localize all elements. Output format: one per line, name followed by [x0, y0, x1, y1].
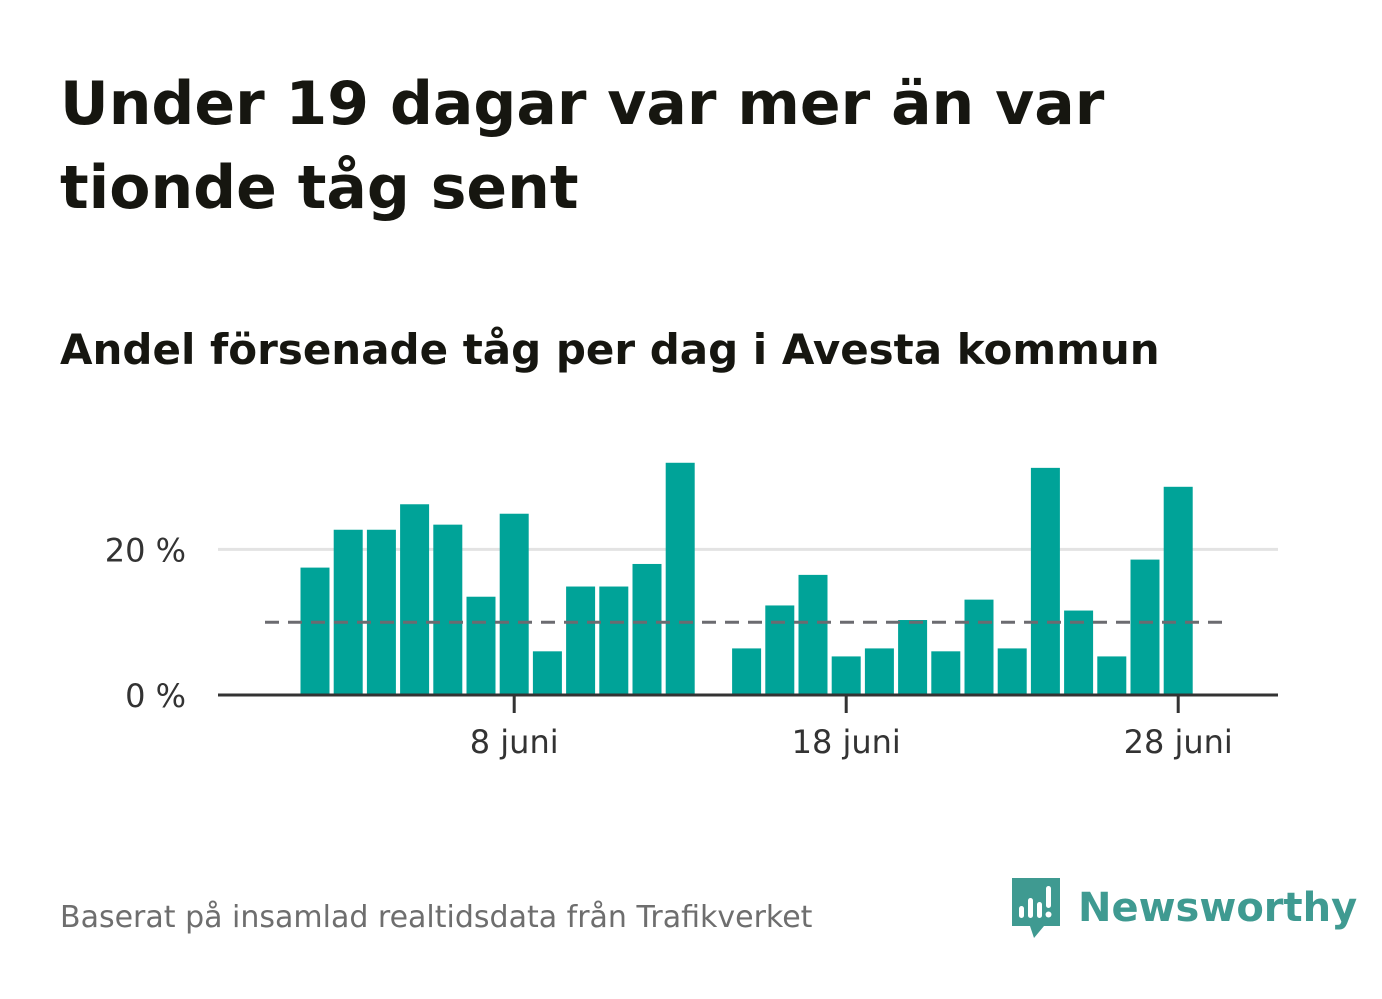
y-tick-label: 20 %: [105, 531, 186, 569]
chart-subtitle: Andel försenade tåg per dag i Avesta kom…: [60, 325, 1160, 374]
source-note: Baserat på insamlad realtidsdata från Tr…: [60, 900, 813, 935]
bar-chart: 0 % 20 % 8 juni 18 juni 28 juni: [105, 462, 1278, 761]
bars: [300, 462, 1193, 695]
x-tick-label: 8 juni: [470, 723, 559, 761]
bar-19-juni: [864, 648, 894, 695]
bar-8-juni: [499, 513, 529, 695]
bar-15-juni: [732, 648, 762, 695]
y-tick-label: 0 %: [125, 677, 186, 715]
bar-2-juni: [300, 567, 330, 695]
bar-25-juni: [1064, 610, 1094, 695]
bar-23-juni: [997, 648, 1027, 695]
bar-18-juni: [831, 656, 861, 695]
bar-12-juni: [632, 563, 662, 695]
bar-5-juni: [400, 504, 430, 695]
newsworthy-logo: Newsworthy: [1010, 876, 1357, 940]
bar-4-juni: [366, 529, 396, 695]
x-tick-label: 28 juni: [1124, 723, 1233, 761]
bar-7-juni: [466, 596, 496, 695]
bar-28-juni: [1163, 486, 1193, 695]
chart-title: Under 19 dagar var mer än var tionde tåg…: [60, 69, 1105, 223]
bar-9-juni: [532, 651, 562, 695]
bar-22-juni: [964, 599, 994, 695]
axes: 0 % 20 % 8 juni 18 juni 28 juni: [105, 531, 1278, 761]
bar-17-juni: [798, 574, 828, 695]
bar-13-juni: [665, 462, 695, 695]
logo-text: Newsworthy: [1078, 885, 1358, 931]
bar-6-juni: [433, 524, 463, 695]
bar-10-juni: [566, 586, 596, 695]
bar-27-juni: [1130, 559, 1160, 695]
bar-20-juni: [898, 620, 928, 695]
bar-26-juni: [1097, 656, 1127, 695]
x-tick-label: 18 juni: [792, 723, 901, 761]
bar-21-juni: [931, 651, 961, 695]
bar-11-juni: [599, 586, 629, 695]
bar-3-juni: [333, 529, 363, 695]
bar-16-juni: [765, 605, 795, 695]
newsworthy-logo-icon: [1012, 878, 1060, 938]
bar-24-juni: [1030, 467, 1060, 695]
